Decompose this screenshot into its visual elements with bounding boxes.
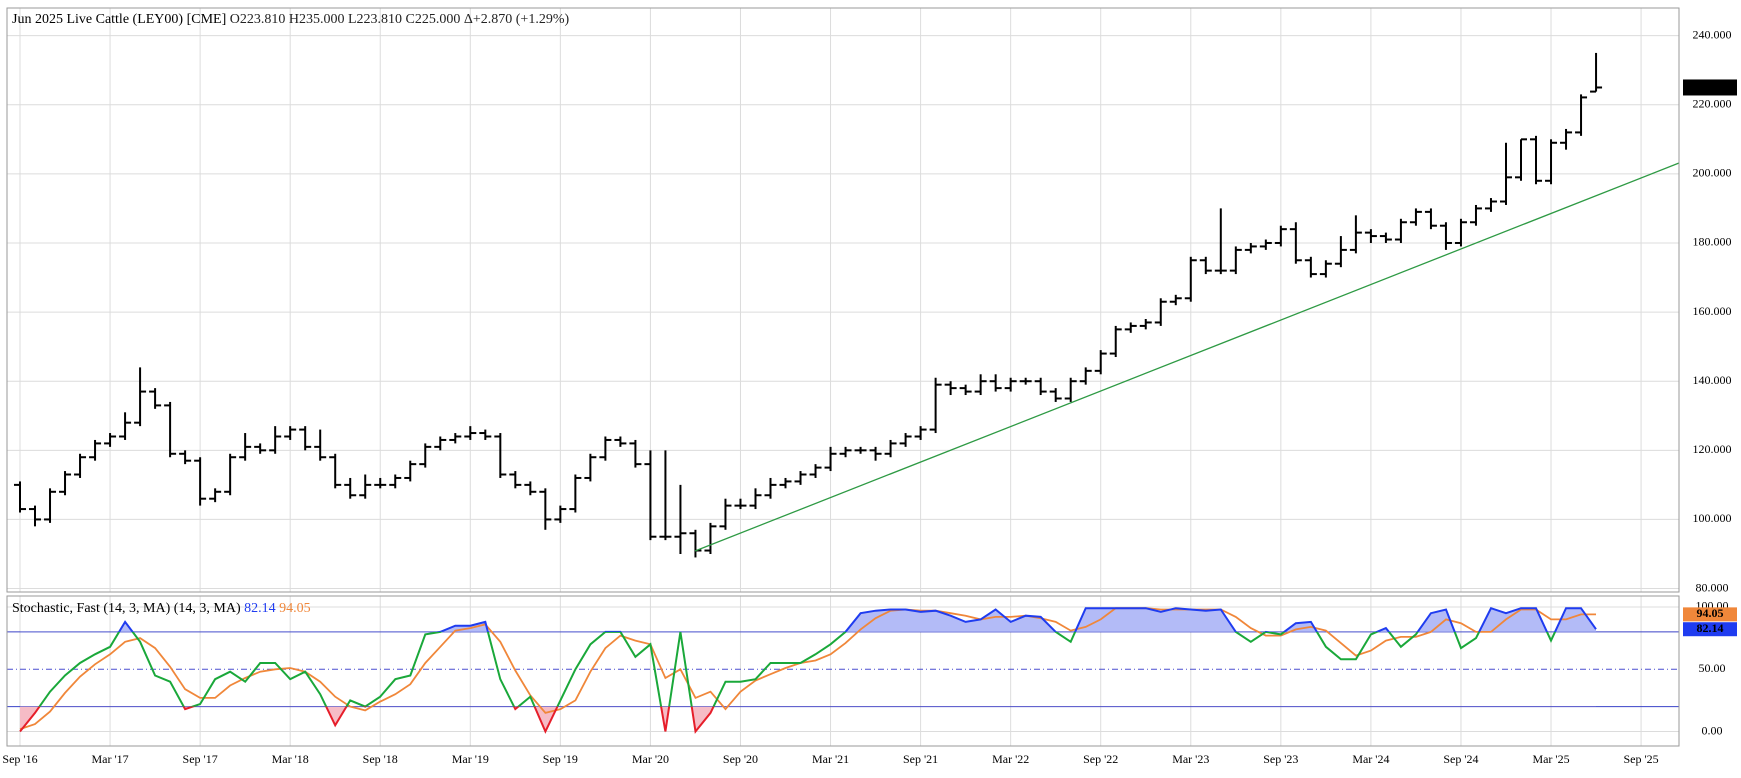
axes: Sep '16 Mar '17 Sep '17 Mar '18 Sep '18 Mar '…	[2, 27, 1737, 766]
value-box	[1683, 622, 1737, 637]
x-tick-label: Mar '24	[1352, 752, 1389, 766]
x-tick-label: Mar '22	[992, 752, 1029, 766]
legend-k: 82.14	[244, 601, 276, 616]
stoch-title: Stochastic, Fast (14, 3, MA)	[12, 601, 171, 616]
y-tick-label: 200.000	[1693, 166, 1732, 180]
value-box	[1683, 607, 1737, 622]
x-tick-label: Sep '23	[1263, 752, 1298, 766]
quote: O223.810 H235.000 L223.810 C225.000 Δ+2.…	[230, 12, 570, 27]
y-tick-label: 0.00	[1702, 723, 1723, 737]
value-box-label: 82.14	[1697, 621, 1724, 635]
y-tick-label: 50.00	[1699, 661, 1726, 675]
x-tick-label: Mar '20	[632, 752, 669, 766]
legend-d: 94.05	[279, 601, 311, 616]
y-tick-label: 100.000	[1693, 511, 1732, 525]
oversold-fill	[20, 706, 714, 732]
last-price-label: 225.000	[1691, 79, 1730, 93]
x-tick-label: Mar '25	[1532, 752, 1569, 766]
chart-header: Jun 2025 Live Cattle (LEY00) [CME] O223.…	[12, 12, 569, 27]
x-tick-label: Sep '25	[1623, 752, 1658, 766]
y-tick-label: 140.000	[1693, 373, 1732, 387]
last-price-box	[1683, 79, 1737, 96]
y-tick-label: 160.000	[1693, 304, 1732, 318]
x-tick-label: Sep '17	[183, 752, 218, 766]
chart-title: Jun 2025 Live Cattle (LEY00) [CME]	[12, 12, 226, 27]
x-tick-label: Mar '19	[452, 752, 489, 766]
price-panel-frame	[6, 7, 1680, 593]
y-tick-label: 80.000	[1696, 580, 1729, 594]
stoch-legend: Stochastic, Fast (14, 3, MA) (14, 3, MA)…	[12, 601, 311, 616]
x-tick-label: Sep '19	[543, 752, 578, 766]
y-tick-label: 180.000	[1693, 235, 1732, 249]
x-tick-label: Sep '21	[903, 752, 938, 766]
x-tick-label: Sep '24	[1443, 752, 1478, 766]
x-tick-label: Mar '17	[91, 752, 128, 766]
x-tick-label: Sep '20	[723, 752, 758, 766]
x-tick-label: Sep '18	[363, 752, 398, 766]
y-tick-label: 120.000	[1693, 442, 1732, 456]
x-tick-label: Mar '23	[1172, 752, 1209, 766]
x-tick-label: Mar '18	[272, 752, 309, 766]
stoch-params: (14, 3, MA)	[174, 601, 241, 616]
overbought-fill	[20, 608, 1597, 632]
y-tick-label: 220.000	[1693, 97, 1732, 111]
d-line	[19, 607, 1596, 730]
trend-line	[694, 162, 1680, 552]
x-tick-label: Sep '22	[1083, 752, 1118, 766]
plot	[14, 52, 1603, 734]
value-box-label: 94.05	[1697, 606, 1724, 620]
y-tick-label: 240.000	[1693, 27, 1732, 41]
stoch-panel-frame	[6, 595, 1680, 747]
k-line	[38, 631, 1557, 707]
x-tick-label: Mar '21	[812, 752, 849, 766]
x-tick-label: Sep '16	[2, 752, 37, 766]
